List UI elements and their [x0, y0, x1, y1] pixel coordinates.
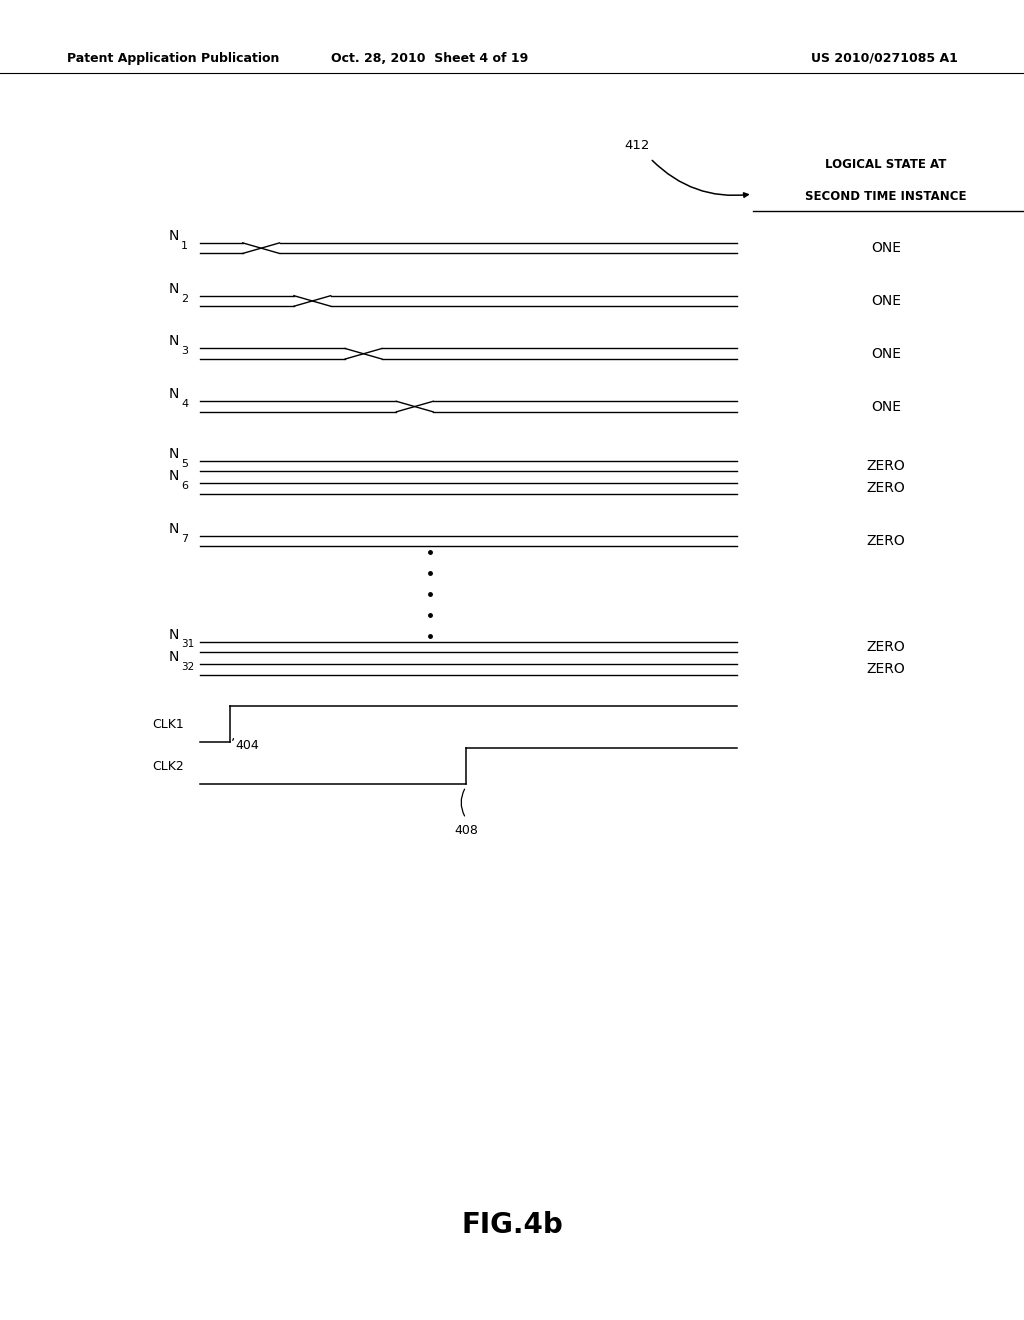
Text: Patent Application Publication: Patent Application Publication [67, 51, 279, 65]
Text: ZERO: ZERO [866, 535, 905, 548]
Text: 5: 5 [181, 458, 188, 469]
Text: N: N [169, 649, 179, 664]
Text: N: N [169, 521, 179, 536]
Text: ZERO: ZERO [866, 459, 905, 473]
Text: 1: 1 [181, 240, 188, 251]
Text: N: N [169, 334, 179, 348]
Text: ONE: ONE [870, 294, 901, 308]
Text: 412: 412 [625, 139, 650, 152]
Text: N: N [169, 627, 179, 642]
Text: 408: 408 [454, 824, 478, 837]
Text: ZERO: ZERO [866, 663, 905, 676]
Text: CLK2: CLK2 [153, 760, 184, 772]
Text: ZERO: ZERO [866, 482, 905, 495]
Text: SECOND TIME INSTANCE: SECOND TIME INSTANCE [805, 190, 967, 203]
Text: 6: 6 [181, 480, 188, 491]
Text: 7: 7 [181, 533, 188, 544]
Text: ONE: ONE [870, 400, 901, 413]
Text: 2: 2 [181, 293, 188, 304]
Text: 3: 3 [181, 346, 188, 356]
Text: US 2010/0271085 A1: US 2010/0271085 A1 [811, 51, 957, 65]
Text: CLK1: CLK1 [153, 718, 184, 730]
Text: ONE: ONE [870, 347, 901, 360]
Text: N: N [169, 446, 179, 461]
Text: N: N [169, 281, 179, 296]
Text: N: N [169, 387, 179, 401]
Text: ZERO: ZERO [866, 640, 905, 653]
Text: N: N [169, 469, 179, 483]
Text: LOGICAL STATE AT: LOGICAL STATE AT [825, 158, 946, 172]
Text: 404: 404 [236, 739, 259, 751]
Text: 32: 32 [181, 661, 195, 672]
Text: Oct. 28, 2010  Sheet 4 of 19: Oct. 28, 2010 Sheet 4 of 19 [332, 51, 528, 65]
Text: 31: 31 [181, 639, 195, 649]
Text: 4: 4 [181, 399, 188, 409]
Text: FIG.4b: FIG.4b [461, 1210, 563, 1239]
Text: ONE: ONE [870, 242, 901, 255]
Text: N: N [169, 228, 179, 243]
